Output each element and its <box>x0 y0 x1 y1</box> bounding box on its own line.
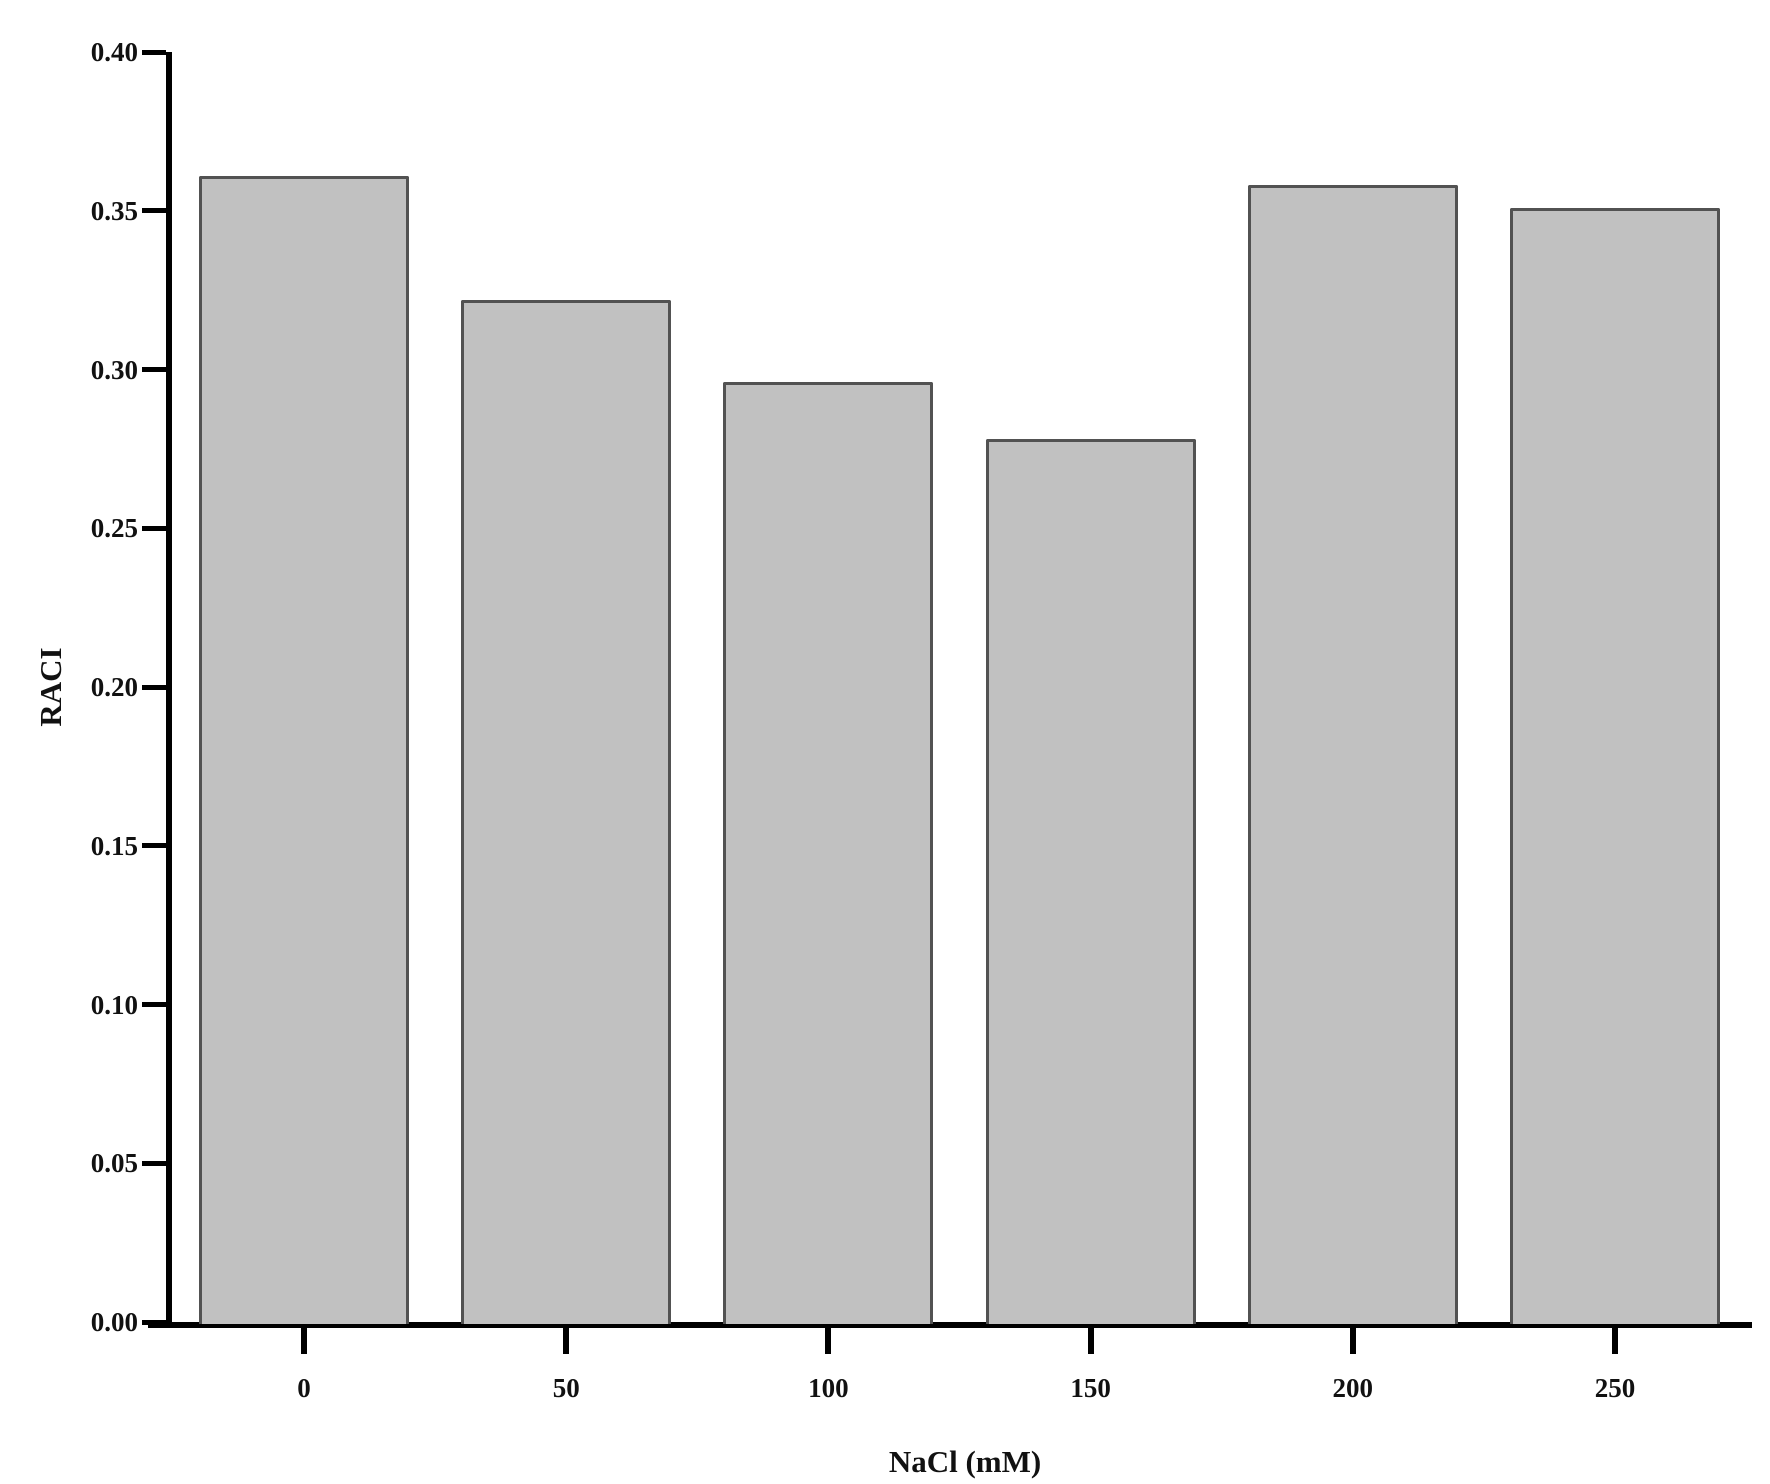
x-tick-50 <box>563 1328 570 1354</box>
x-tick-label-200: 200 <box>1332 1373 1374 1403</box>
bar-200mM <box>1247 185 1458 1324</box>
y-tick-label-0.15: 0.15 <box>90 830 138 861</box>
y-tick-0.25 <box>142 525 166 531</box>
bar-50mM <box>461 299 672 1324</box>
y-tick-label-0.05: 0.05 <box>90 1148 138 1179</box>
y-tick-0.20 <box>142 684 166 690</box>
y-tick-0.05 <box>142 1160 166 1166</box>
x-tick-label-0: 0 <box>297 1373 311 1403</box>
y-tick-0.40 <box>142 49 166 55</box>
y-tick-0.15 <box>142 843 166 849</box>
bar-100mM <box>723 382 934 1324</box>
y-tick-label-0.20: 0.20 <box>90 672 138 702</box>
x-tick-label-50: 50 <box>552 1373 580 1403</box>
y-axis-line <box>166 52 172 1328</box>
y-tick-label-0.25: 0.25 <box>90 513 138 544</box>
y-tick-0.35 <box>142 208 166 214</box>
y-tick-label-0.35: 0.35 <box>90 195 138 226</box>
bar-0mM <box>199 175 409 1324</box>
y-tick-0.00 <box>142 1319 166 1325</box>
y-tick-label-0.30: 0.30 <box>90 354 138 385</box>
x-tick-250 <box>1612 1328 1618 1354</box>
x-tick-100 <box>825 1328 832 1354</box>
x-tick-200 <box>1349 1328 1356 1354</box>
x-tick-150 <box>1087 1328 1094 1354</box>
y-tick-0.30 <box>142 367 166 372</box>
y-axis-title: RACI <box>33 647 68 727</box>
bar-250mM <box>1510 207 1720 1324</box>
bar-150mM <box>985 439 1196 1324</box>
y-tick-label-0.10: 0.10 <box>90 989 138 1020</box>
y-tick-0.10 <box>142 1002 166 1007</box>
x-axis-title: NaCl (mM) <box>888 1444 1042 1479</box>
x-axis-line <box>148 1322 1752 1328</box>
x-tick-label-100: 100 <box>808 1373 849 1403</box>
x-tick-label-250: 250 <box>1594 1373 1636 1403</box>
x-tick-label-150: 150 <box>1070 1373 1111 1403</box>
x-tick-0 <box>301 1328 307 1354</box>
y-tick-label-0.00: 0.00 <box>90 1307 138 1337</box>
y-tick-label-0.40: 0.40 <box>90 37 138 67</box>
